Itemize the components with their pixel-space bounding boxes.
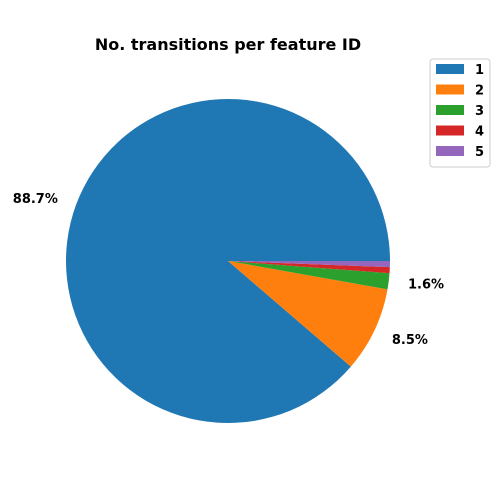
pie-labels: 88.7% 8.5% 1.6% [13,192,444,348]
pie-slice-1 [66,98,391,423]
legend-swatch-5 [436,146,464,156]
legend-label-5: 5 [475,145,484,160]
legend: 1 2 3 4 5 [429,58,491,168]
pie-slices [66,98,391,423]
legend-swatch-3 [436,105,464,115]
pie-slice-4 [228,261,390,274]
legend-label-4: 4 [475,125,484,140]
legend-swatch-4 [436,125,464,136]
pie-slice-2 [228,261,388,367]
legend-label-2: 2 [475,84,484,99]
pie-slice-3 [228,261,390,290]
chart-title: No. transitions per feature ID [95,35,361,54]
pie-slice-5 [228,261,390,268]
legend-label-3: 3 [475,104,484,119]
pie-label-2: 8.5% [392,333,428,348]
legend-swatch-2 [436,84,464,95]
legend-label-1: 1 [475,63,484,78]
legend-swatch-1 [436,64,464,74]
pie-label-3: 1.6% [408,278,444,293]
pie-label-1: 88.7% [13,192,58,207]
